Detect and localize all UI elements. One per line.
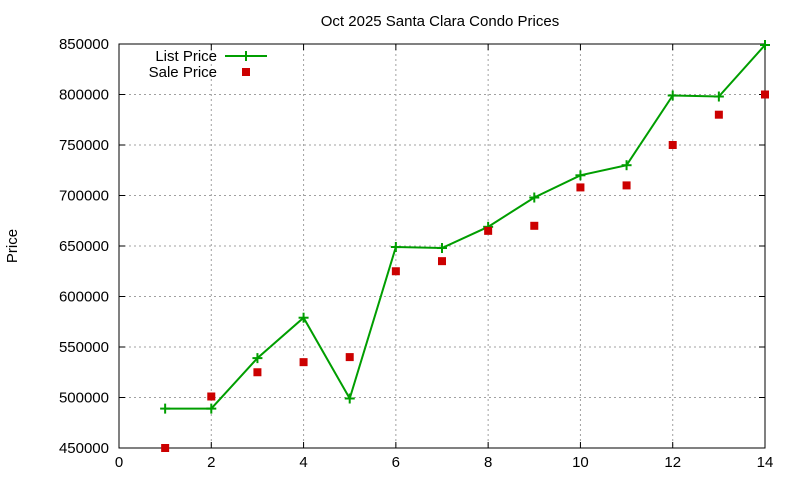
sale-price-point: [668, 141, 677, 149]
chart-title: Oct 2025 Santa Clara Condo Prices: [321, 13, 559, 30]
series: [160, 40, 770, 452]
x-tick-label: 8: [484, 454, 492, 471]
sale-price-point: [714, 110, 723, 119]
list-price-point: [298, 312, 309, 323]
legend-label: List Price: [155, 48, 217, 65]
y-tick-label: 600000: [59, 289, 109, 306]
y-tick-label: 700000: [59, 188, 109, 205]
y-tick-label: 450000: [59, 440, 109, 457]
list-price-point: [437, 243, 447, 254]
y-axis-label: Price: [4, 229, 21, 263]
list-price-point: [344, 393, 355, 404]
x-tick-label: 14: [757, 454, 774, 471]
list-price-point: [390, 242, 401, 253]
grid: [119, 44, 765, 448]
legend-swatch-square: [242, 68, 250, 76]
list-price-point: [252, 353, 263, 364]
sale-price-point: [622, 181, 631, 190]
list-price-point: [206, 403, 217, 414]
x-tick-label: 6: [392, 454, 400, 471]
y-tick-label: 800000: [59, 87, 109, 104]
sale-price-point: [253, 368, 262, 377]
sale-price-point: [438, 257, 446, 266]
list-price-point: [621, 160, 632, 171]
sale-price-point: [761, 90, 769, 99]
list-price-point: [667, 90, 678, 101]
y-tick-label: 550000: [59, 339, 109, 356]
sale-price-point: [530, 221, 539, 230]
x-tick-label: 12: [664, 454, 681, 471]
list-price-point: [713, 91, 724, 102]
sale-price-point: [345, 353, 354, 362]
x-tick-label: 0: [115, 454, 123, 471]
legend-label: Sale Price: [149, 64, 217, 81]
sale-price-point: [484, 226, 493, 235]
x-tick-label: 4: [299, 454, 307, 471]
y-tick-label: 850000: [59, 36, 109, 53]
list-price-line: [165, 44, 766, 410]
x-tick-label: 10: [572, 454, 589, 471]
list-price-point: [760, 40, 770, 51]
y-tick-label: 500000: [59, 390, 109, 407]
sale-price-point: [299, 358, 308, 367]
sale-price-point: [161, 444, 170, 452]
sale-price-point: [207, 392, 216, 401]
list-price-point: [529, 192, 540, 203]
y-tick-label: 650000: [59, 238, 109, 255]
list-price-point: [160, 403, 171, 414]
sale-price-point: [391, 267, 400, 276]
y-tick-label: 750000: [59, 137, 109, 154]
x-tick-label: 2: [207, 454, 215, 471]
list-price-point: [575, 170, 586, 181]
axis-tick-labels: 450000 500000 550000 600000 650000 700000 7500…: [59, 36, 773, 471]
sale-price-point: [576, 183, 585, 192]
